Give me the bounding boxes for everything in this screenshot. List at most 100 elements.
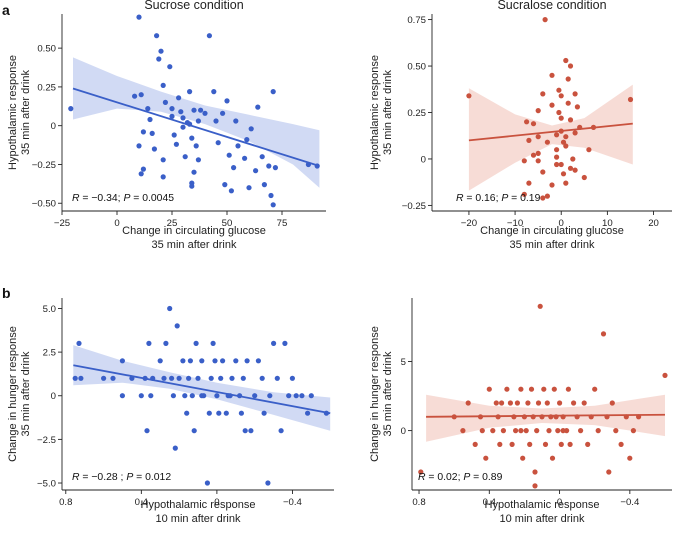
data-point xyxy=(169,375,175,381)
data-point xyxy=(540,169,546,175)
data-point xyxy=(554,154,560,160)
x-axis-label: Change in circulating glucose xyxy=(480,225,624,237)
stat-annotation: R = −0.34; P = 0.0045 xyxy=(72,193,174,204)
data-point xyxy=(513,428,519,434)
data-point xyxy=(535,108,541,114)
data-point xyxy=(214,393,220,399)
stat-r-label: R xyxy=(72,193,80,204)
data-point xyxy=(585,441,591,447)
data-point xyxy=(479,428,485,434)
x-tick-label: −0.4 xyxy=(283,497,303,508)
data-point xyxy=(293,393,299,399)
data-point xyxy=(255,104,261,110)
data-point xyxy=(178,109,184,115)
y-tick-label: 0 xyxy=(401,426,406,437)
data-point xyxy=(535,150,541,156)
panel-letter-a: a xyxy=(2,2,10,18)
data-point xyxy=(202,110,208,116)
data-point xyxy=(278,428,284,434)
regression-line xyxy=(73,364,331,415)
x-tick-label: 10 xyxy=(602,218,613,229)
data-point xyxy=(147,116,153,123)
data-point xyxy=(242,428,248,434)
stat-r-label: R xyxy=(418,472,426,483)
data-point xyxy=(176,375,182,381)
data-point xyxy=(182,393,188,399)
data-point xyxy=(554,161,560,168)
data-point xyxy=(193,340,199,346)
x-tick-label: 0 xyxy=(559,218,564,229)
data-point xyxy=(465,400,471,406)
data-point xyxy=(169,106,175,112)
data-point xyxy=(169,113,175,119)
data-point xyxy=(551,386,557,392)
data-point xyxy=(558,93,564,99)
data-point xyxy=(248,126,254,132)
confidence-band xyxy=(468,84,633,191)
data-point xyxy=(238,410,244,416)
data-point xyxy=(527,441,533,447)
x-tick-label: 75 xyxy=(277,218,288,229)
data-point xyxy=(627,96,634,103)
stat-r-value: = 0.02; xyxy=(426,472,464,483)
data-point xyxy=(567,63,574,69)
data-point xyxy=(535,158,541,164)
data-point xyxy=(592,386,598,392)
x-tick-label: −0.4 xyxy=(620,497,640,508)
x-tick-label: 0 xyxy=(557,497,562,508)
data-point xyxy=(146,340,152,346)
x-tick-label: 0 xyxy=(214,497,219,508)
y-tick-label: −0.25 xyxy=(32,160,56,171)
data-point xyxy=(161,375,167,381)
x-tick-label: −25 xyxy=(54,218,70,229)
data-point xyxy=(546,428,552,434)
data-point xyxy=(204,480,210,486)
y-axis-label: 35 min after drink xyxy=(20,70,32,155)
y-tick-label: −0.25 xyxy=(402,201,426,212)
y-tick-label: 2.5 xyxy=(43,348,56,359)
data-point xyxy=(180,124,186,130)
data-point xyxy=(235,143,241,149)
data-point xyxy=(223,410,229,416)
y-tick-label: 0.25 xyxy=(407,108,426,119)
data-point xyxy=(212,358,218,364)
data-point xyxy=(483,455,489,461)
regression-line xyxy=(72,87,320,167)
data-point xyxy=(530,121,537,127)
stat-annotation: R = 0.16; P = 0.19 xyxy=(456,193,541,204)
data-point xyxy=(252,393,258,399)
data-point xyxy=(186,375,192,381)
data-point xyxy=(189,183,195,189)
chart-panel-1: Sucrose condition −25 0 25 50 75 −0.50 −0.25 0 0.… xyxy=(7,0,326,251)
x-tick-label: 0.4 xyxy=(135,497,149,508)
data-point xyxy=(486,386,492,392)
data-point xyxy=(261,182,267,188)
data-point xyxy=(140,166,146,172)
y-tick-label: 5 xyxy=(401,357,406,368)
data-point xyxy=(586,147,592,153)
data-point xyxy=(572,167,578,173)
y-tick-label: 0.25 xyxy=(37,82,56,93)
data-point xyxy=(460,428,466,434)
data-point xyxy=(158,48,164,54)
data-point xyxy=(218,375,224,381)
data-point xyxy=(68,106,74,112)
data-point xyxy=(170,393,176,399)
data-point xyxy=(208,375,214,381)
data-point xyxy=(509,441,515,447)
data-point xyxy=(554,132,560,138)
data-point xyxy=(199,358,205,364)
data-point xyxy=(136,14,142,20)
y-tick-label: −0.50 xyxy=(32,199,56,210)
stat-p-value: = 0.19 xyxy=(508,193,540,204)
confidence-band xyxy=(73,57,320,188)
data-point xyxy=(627,455,633,461)
data-point xyxy=(472,441,478,447)
data-point xyxy=(542,441,549,447)
y-tick-label: 0.50 xyxy=(37,44,56,55)
chart-panel-4: 0.8 0.4 0 −0.4 0 5 Hypothalamic response 10 min… xyxy=(369,298,672,525)
data-point xyxy=(220,358,226,364)
data-point xyxy=(180,115,186,121)
stat-p-value: = 0.0045 xyxy=(130,193,174,204)
data-point xyxy=(563,57,569,64)
